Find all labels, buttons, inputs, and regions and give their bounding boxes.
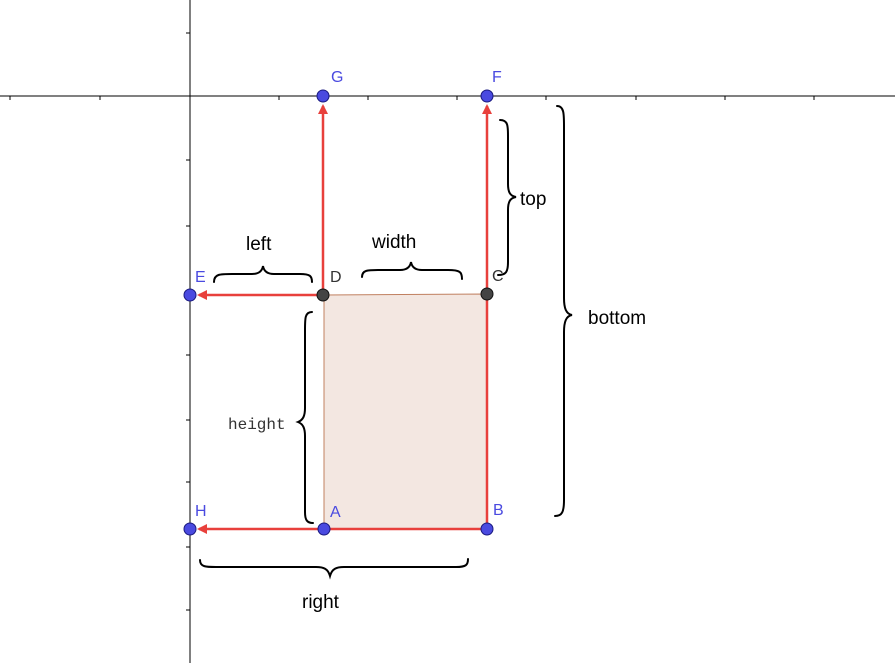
point-e[interactable] [183, 288, 197, 302]
point-label-e: E [195, 269, 206, 286]
height-brace [295, 311, 314, 524]
label-right: right [302, 592, 340, 613]
point-c[interactable] [480, 287, 494, 301]
label-height: height [228, 416, 286, 434]
top-brace [497, 119, 517, 276]
point-label-g: G [331, 69, 343, 86]
point-label-d: D [330, 269, 342, 286]
point-d[interactable] [316, 288, 330, 302]
point-label-h: H [195, 503, 207, 520]
arrows [197, 104, 492, 534]
bottom-brace [554, 105, 573, 517]
label-left: left [246, 234, 272, 255]
label-top: top [520, 189, 546, 210]
y-axis-ticks [186, 32, 190, 611]
point-g[interactable] [316, 89, 330, 103]
rectangle-abcd [323, 293, 488, 530]
left-brace [213, 265, 313, 283]
point-h[interactable] [183, 522, 197, 536]
point-label-a: A [330, 504, 341, 521]
point-label-c: C [492, 268, 504, 285]
right-brace [199, 558, 469, 580]
width-brace [361, 261, 463, 280]
x-axis-ticks [9, 96, 815, 100]
point-b[interactable] [480, 522, 494, 536]
point-f[interactable] [480, 89, 494, 103]
point-label-b: B [493, 502, 504, 519]
point-a[interactable] [317, 522, 331, 536]
label-bottom: bottom [588, 308, 646, 329]
points [183, 89, 494, 536]
label-width: width [371, 232, 416, 253]
braces [199, 105, 573, 580]
point-label-f: F [492, 69, 502, 86]
